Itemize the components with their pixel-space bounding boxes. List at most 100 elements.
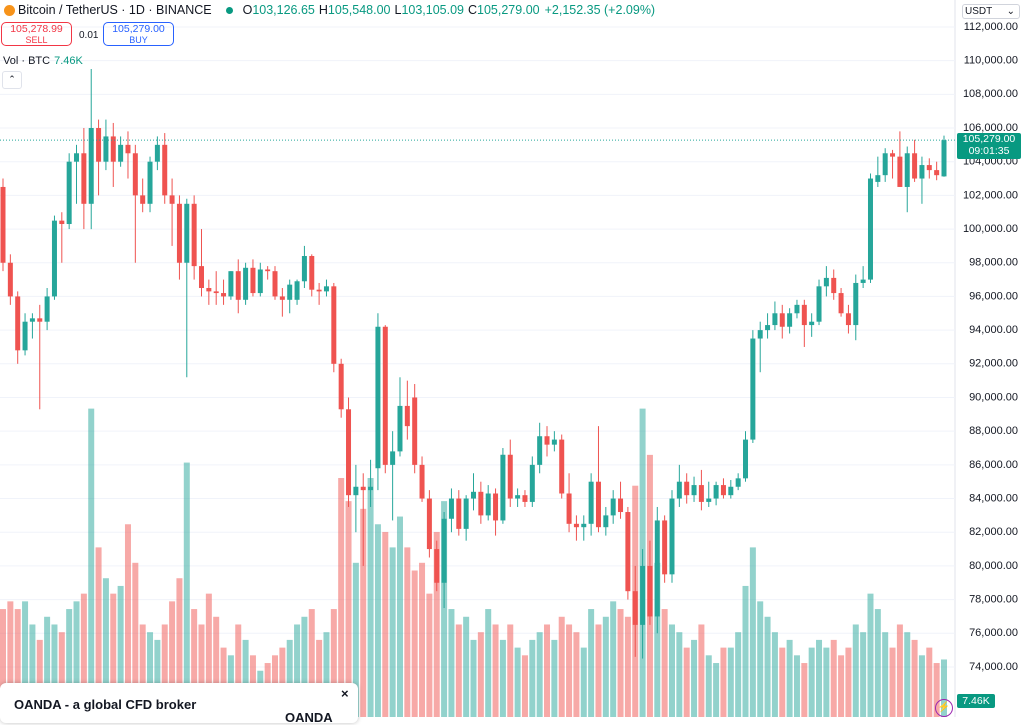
candle-body bbox=[728, 486, 734, 496]
sell-price: 105,278.99 bbox=[10, 23, 63, 35]
volume-bar bbox=[205, 593, 212, 717]
ohlc-key: O bbox=[242, 3, 253, 17]
candle-body bbox=[610, 498, 616, 516]
volume-bar bbox=[933, 663, 940, 717]
candle-body bbox=[588, 481, 594, 524]
volume-bar bbox=[838, 655, 845, 717]
candle-body bbox=[463, 498, 469, 529]
buy-button[interactable]: 105,279.00 BUY bbox=[103, 22, 174, 46]
volume-bar bbox=[896, 624, 903, 717]
volume-bar bbox=[941, 659, 947, 717]
volume-bar bbox=[308, 609, 315, 717]
y-tick-label: 86,000.00 bbox=[969, 459, 1018, 471]
alert-icon[interactable]: ⚡ bbox=[935, 699, 953, 717]
candle-body bbox=[22, 321, 28, 351]
volume-bar bbox=[588, 609, 595, 717]
candle-body bbox=[691, 485, 697, 496]
candle-body bbox=[37, 318, 43, 322]
candle-body bbox=[338, 363, 344, 410]
candle-body bbox=[809, 321, 815, 326]
candle-body bbox=[544, 436, 550, 445]
candle-body bbox=[250, 267, 256, 294]
candle-body bbox=[713, 485, 719, 499]
candle-body bbox=[213, 291, 219, 294]
y-tick-label: 76,000.00 bbox=[969, 627, 1018, 639]
volume-bar bbox=[316, 639, 323, 717]
candle-body bbox=[640, 565, 646, 625]
volume-bar bbox=[477, 632, 484, 717]
candle-body bbox=[184, 203, 190, 263]
volume-bar bbox=[573, 632, 580, 717]
volume-bar bbox=[617, 609, 624, 717]
ad-close[interactable]: × bbox=[341, 686, 349, 701]
candle-body bbox=[397, 405, 403, 452]
volume-bar bbox=[44, 616, 51, 717]
candle-body bbox=[801, 304, 807, 326]
candle-body bbox=[735, 478, 741, 487]
volume-label: Vol · BTC bbox=[3, 55, 51, 67]
volume-bar bbox=[323, 632, 330, 717]
volume-bar bbox=[7, 601, 14, 717]
volume-bar bbox=[154, 639, 161, 717]
buy-label: BUY bbox=[129, 35, 148, 45]
ohlc-key: H bbox=[318, 3, 328, 17]
candle-body bbox=[323, 286, 329, 292]
collapse-button[interactable]: ⌃ bbox=[2, 71, 22, 89]
ohlc-value: 105,279.00 bbox=[477, 3, 540, 17]
volume-bar bbox=[139, 624, 146, 717]
candle-body bbox=[66, 161, 72, 225]
volume-bar bbox=[499, 639, 506, 717]
candle-body bbox=[154, 144, 160, 162]
volume-bar bbox=[51, 624, 58, 717]
volume-bar bbox=[727, 647, 734, 717]
ad-text: OANDA - a global CFD broker bbox=[14, 697, 197, 712]
volume-bar bbox=[683, 647, 690, 717]
volume-bar bbox=[566, 624, 573, 717]
volume-bar bbox=[80, 593, 87, 717]
candle-body bbox=[522, 495, 528, 502]
y-tick-label: 110,000.00 bbox=[964, 55, 1018, 67]
candle-body bbox=[360, 486, 366, 491]
y-tick-label: 108,000.00 bbox=[963, 88, 1018, 100]
candle-body bbox=[162, 144, 168, 196]
price-axis-bg bbox=[955, 0, 1024, 717]
volume-bar bbox=[455, 624, 462, 717]
market-status bbox=[225, 6, 233, 14]
volume-bar bbox=[793, 655, 800, 717]
candle-body bbox=[346, 409, 352, 496]
candle-body bbox=[551, 439, 557, 445]
candle-body bbox=[375, 326, 381, 469]
ad-banner[interactable]: OANDA - a global CFD broker × OANDA bbox=[0, 683, 358, 725]
candle-body bbox=[823, 277, 829, 287]
volume-bar bbox=[558, 616, 565, 717]
candle-body bbox=[875, 175, 881, 182]
volume-bar bbox=[433, 531, 440, 717]
currency-select[interactable]: USDT ⌄ bbox=[962, 4, 1020, 19]
candle-body bbox=[603, 515, 609, 528]
symbol-header: Bitcoin / TetherUS · 1D · BINANCE O 103,1… bbox=[4, 3, 655, 17]
volume-bar bbox=[0, 609, 6, 717]
candle-body bbox=[88, 128, 94, 204]
candle-body bbox=[243, 267, 249, 300]
sell-button[interactable]: 105,278.99 SELL bbox=[1, 22, 72, 46]
volume-value: 7.46K bbox=[54, 55, 83, 67]
volume-bar bbox=[749, 547, 756, 717]
volume-bar bbox=[926, 647, 933, 717]
candle-body bbox=[103, 136, 109, 162]
volume-bar bbox=[698, 624, 705, 717]
candle-body bbox=[529, 464, 535, 502]
candle-body bbox=[118, 144, 124, 162]
candle-body bbox=[353, 486, 359, 496]
candle-body bbox=[559, 439, 565, 494]
candle-body bbox=[794, 304, 800, 314]
candle-body bbox=[890, 153, 896, 157]
volume-bar bbox=[220, 647, 227, 717]
spread: 0.01 bbox=[79, 30, 99, 41]
volume-bar bbox=[286, 639, 293, 717]
volume-bar bbox=[823, 647, 830, 717]
candle-body bbox=[176, 203, 182, 263]
candle-body bbox=[382, 326, 388, 465]
candle-body bbox=[904, 153, 910, 187]
candle-body bbox=[51, 220, 57, 297]
candle-body bbox=[471, 491, 476, 499]
